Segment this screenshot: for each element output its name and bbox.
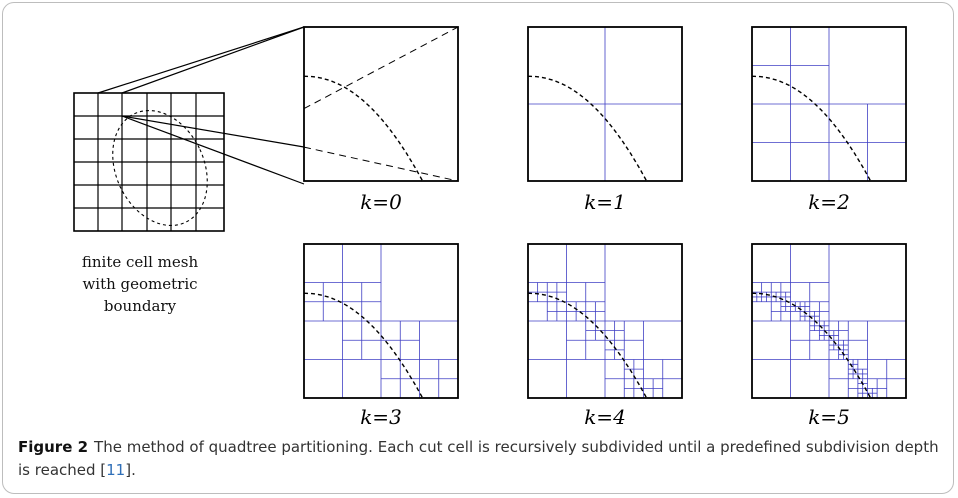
mesh-caption-line: finite cell mesh	[81, 253, 199, 271]
figure-label: Figure 2	[18, 438, 89, 456]
figure-caption: Figure 2 The method of quadtree partition…	[18, 436, 943, 482]
mesh-caption-line: boundary	[103, 297, 177, 315]
caption-text-end: .	[131, 461, 136, 479]
panel-label-k3: k=3	[360, 405, 402, 429]
quadtree-panel-k3	[303, 243, 459, 399]
panel-frame	[751, 243, 907, 399]
zoom-ray	[304, 146, 458, 181]
quadtree-panel-k2	[751, 26, 907, 182]
mesh-caption-line: with geometric	[82, 275, 198, 293]
caption-text: The method of quadtree partitioning. Eac…	[18, 438, 939, 479]
geometric-boundary-curve	[752, 292, 872, 398]
panel-frame	[527, 243, 683, 399]
quadtree-panel-k4	[527, 243, 683, 399]
citation-link[interactable]: 11	[106, 461, 126, 479]
zoom-lines	[97, 26, 305, 185]
panel-label-k2: k=2	[808, 190, 850, 214]
panel-label-k4: k=4	[584, 405, 626, 429]
panel-label-k5: k=5	[808, 405, 850, 429]
quadtree-panel-k0	[303, 26, 459, 182]
caption-ref-open: [	[100, 461, 107, 479]
panel-frame	[303, 26, 459, 182]
geometric-boundary-curve	[304, 75, 424, 181]
panel-frame	[303, 243, 459, 399]
geometric-boundary-curve	[752, 75, 872, 181]
panel-label-k1: k=1	[584, 190, 626, 214]
panel-label-k0: k=0	[360, 190, 402, 214]
geometric-boundary-curve	[528, 292, 648, 398]
panel-frame	[527, 26, 683, 182]
quadtree-panel-k1	[527, 26, 683, 182]
finite-cell-mesh	[73, 92, 225, 232]
geometric-boundary-curve	[304, 292, 424, 398]
geometric-boundary	[112, 109, 208, 227]
quadtree-panel-k5	[751, 243, 907, 399]
geometric-boundary-curve	[528, 75, 648, 181]
mesh-caption: finite cell mesh with geometric boundary	[40, 251, 240, 317]
caption-ref-close: ]	[125, 461, 132, 479]
panel-frame	[751, 26, 907, 182]
zoom-ray	[304, 27, 458, 110]
